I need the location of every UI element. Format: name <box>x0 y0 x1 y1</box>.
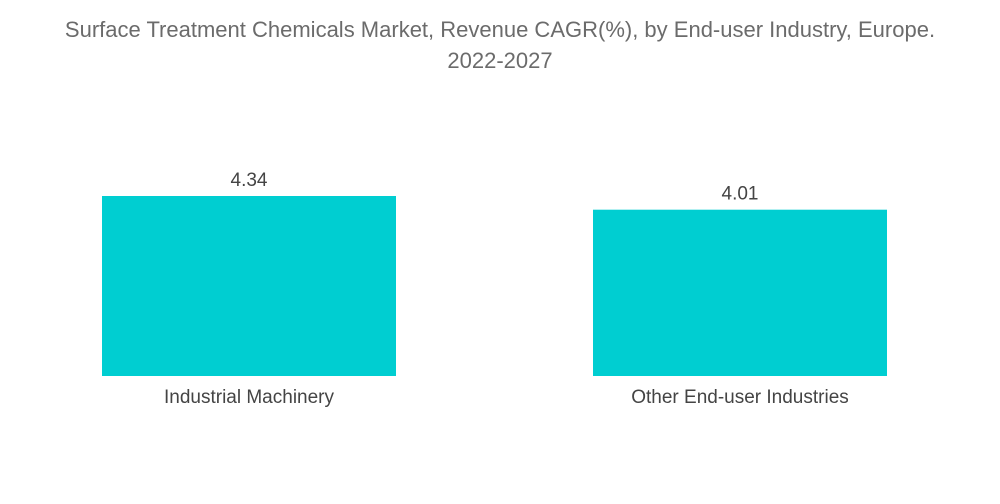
chart-title-line-1: Surface Treatment Chemicals Market, Reve… <box>64 17 936 42</box>
bar-value-label: 4.34 <box>231 170 268 191</box>
bar-industrial-machinery <box>102 196 396 376</box>
chart-title: Surface Treatment Chemicals Market, Reve… <box>0 14 1000 76</box>
bar-value-label: 4.01 <box>722 184 759 205</box>
category-label: Other End-user Industries <box>631 387 849 408</box>
category-label: Industrial Machinery <box>164 387 335 408</box>
chart-title-line-2: 2022-2027 <box>447 48 553 73</box>
bar-other-end-user-industries <box>593 209 887 376</box>
